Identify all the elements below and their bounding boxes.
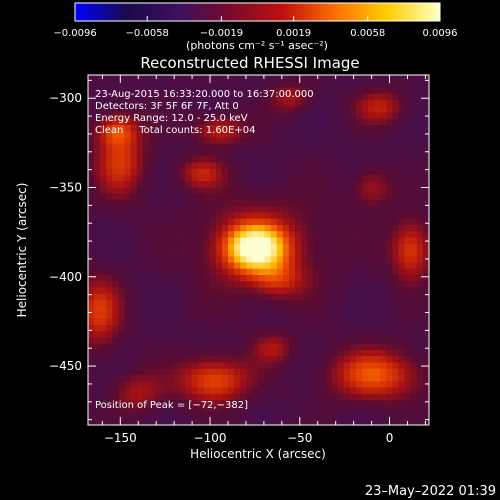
- annotation-energy-range: Energy Range: 12.0 - 25.0 keV: [95, 113, 248, 124]
- annotation-detectors: Detectors: 3F 5F 6F 7F, Att 0: [95, 101, 239, 112]
- colorbar-tick-label: −0.0058: [126, 28, 169, 39]
- peak-position-label: Position of Peak = [−72,−382]: [95, 400, 248, 411]
- annotation-clean-counts: Clean Total counts: 1.60E+04: [95, 125, 255, 136]
- colorbar: −0.0096 −0.0058 −0.0019 0.0019 0.0058 0.0096 …: [53, 2, 458, 52]
- colorbar-tick-label: 0.0096: [423, 28, 458, 39]
- y-tick-label: −350: [49, 181, 82, 195]
- colorbar-tick-label: −0.0096: [53, 28, 96, 39]
- x-tick-label: −100: [194, 431, 227, 445]
- x-axis-ticks: −150 −100 −50 0: [101, 75, 426, 445]
- y-tick-label: −400: [49, 270, 82, 284]
- colorbar-tick-label: −0.0019: [200, 28, 243, 39]
- y-axis-ticks: −300 −350 −400 −450: [49, 79, 429, 421]
- footer-timestamp: 23–May–2022 01:39: [365, 484, 496, 499]
- colorbar-unit-label: (photons cm⁻² s⁻¹ asec⁻²): [186, 39, 328, 52]
- y-tick-label: −450: [49, 359, 82, 373]
- colorbar-ticks: −0.0096 −0.0058 −0.0019 0.0019 0.0058 0.0096: [53, 16, 458, 39]
- x-tick-label: −50: [287, 431, 312, 445]
- colorbar-tick-label: 0.0019: [276, 28, 311, 39]
- y-tick-label: −300: [49, 91, 82, 105]
- colorbar-tick-label: 0.0058: [350, 28, 385, 39]
- colorbar-gradient: [74, 2, 441, 22]
- y-axis-label: Heliocentric Y (arcsec): [15, 183, 29, 318]
- plot-frame: [87, 74, 430, 426]
- heatmap-image: [88, 75, 430, 426]
- chart-title: Reconstructed RHESSI Image: [140, 54, 359, 72]
- x-axis-label: Heliocentric X (arcsec): [190, 447, 326, 461]
- info-annotations: 23-Aug-2015 16:33:20.000 to 16:37:00.000…: [95, 89, 314, 136]
- annotation-time-range: 23-Aug-2015 16:33:20.000 to 16:37:00.000: [95, 89, 314, 100]
- x-tick-label: 0: [386, 431, 394, 445]
- x-tick-label: −150: [104, 431, 137, 445]
